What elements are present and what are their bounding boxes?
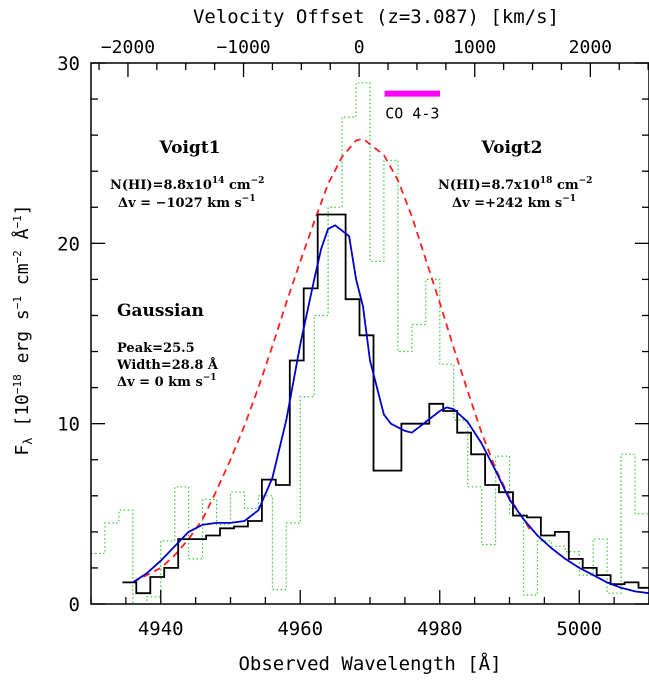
voigt1-title: Voigt1	[159, 138, 221, 158]
x-tick-label: 4980	[417, 618, 463, 640]
top-tick-label: −1000	[216, 37, 270, 58]
x-axis-title: Observed Wavelength [Å]	[238, 652, 501, 675]
series-2-line	[132, 137, 532, 584]
series-1-line	[91, 82, 649, 604]
y-tick-label: 30	[57, 53, 80, 75]
voigt2-column-density: N(HI)=8.7x1018 cm−2	[438, 176, 592, 193]
gaussian-title: Gaussian	[117, 301, 204, 321]
top-tick-label: 2000	[569, 37, 612, 58]
top-tick-label: 0	[354, 37, 365, 58]
top-tick-label: −2000	[101, 37, 155, 58]
top-axis-title: Velocity Offset (z=3.087) [km/s]	[193, 6, 559, 28]
series-3-line	[132, 224, 649, 595]
y-tick-label: 0	[69, 594, 80, 616]
y-tick-label: 20	[57, 233, 80, 255]
gaussian-velocity: Δv = 0 km s−1	[117, 373, 217, 390]
x-tick-label: 5000	[556, 618, 602, 640]
series-0-line	[122, 213, 649, 595]
voigt2-velocity: Δv =+242 km s−1	[452, 194, 576, 211]
y-tick-label: 10	[57, 414, 80, 436]
series-layer	[91, 82, 649, 604]
voigt1-column-density: N(HI)=8.8x1014 cm−2	[110, 176, 264, 193]
co-marker-label: CO 4-3	[385, 105, 439, 123]
x-tick-label: 4960	[277, 618, 323, 640]
voigt2-title: Voigt2	[481, 138, 543, 158]
gaussian-width: Width=28.8 Å	[116, 357, 219, 373]
y-axis-title: Fλ [10−18 erg s−1 cm−2 Å−1]	[11, 204, 35, 455]
voigt1-velocity: Δv = −1027 km s−1	[118, 194, 256, 211]
x-tick-label: 4940	[138, 618, 184, 640]
tick-layer: 4940 4960 4980 5000 0 10 20 30 −2000 −1000 0 1000 20…	[57, 37, 649, 640]
top-tick-label: 1000	[453, 37, 496, 58]
gaussian-peak: Peak=25.5	[117, 341, 195, 356]
